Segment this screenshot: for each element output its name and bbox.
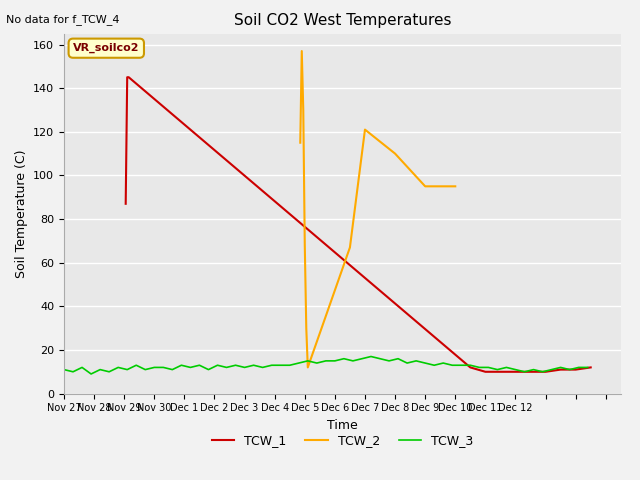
Legend: TCW_1, TCW_2, TCW_3: TCW_1, TCW_2, TCW_3	[207, 429, 478, 452]
TCW_2	[298, 48, 306, 54]
TCW_1	[195, 133, 202, 139]
TCW_2	[303, 325, 310, 331]
TCW_1	[334, 252, 342, 258]
TCW_3	[205, 367, 212, 372]
TCW_3	[584, 364, 591, 370]
TCW_3	[87, 371, 95, 377]
TCW_1	[481, 369, 489, 375]
TCW_1	[497, 369, 504, 375]
TCW_3	[340, 356, 348, 361]
TCW_3	[458, 362, 465, 368]
TCW_3	[124, 367, 131, 372]
TCW_1	[124, 74, 131, 80]
TCW_2	[361, 127, 369, 132]
TCW_2	[304, 364, 312, 370]
TCW_1	[362, 276, 369, 281]
TCW_2	[451, 183, 459, 189]
Line: TCW_1: TCW_1	[125, 77, 591, 372]
Title: Soil CO2 West Temperatures: Soil CO2 West Temperatures	[234, 13, 451, 28]
Line: TCW_3: TCW_3	[64, 357, 588, 374]
TCW_2	[296, 140, 304, 145]
Text: VR_soilco2: VR_soilco2	[73, 43, 140, 53]
TCW_2	[346, 244, 354, 250]
TCW_1	[257, 187, 265, 192]
TCW_3	[60, 367, 68, 372]
Y-axis label: Soil Temperature (C): Soil Temperature (C)	[15, 149, 28, 278]
Text: No data for f_TCW_4: No data for f_TCW_4	[6, 14, 120, 25]
TCW_3	[367, 354, 375, 360]
TCW_1	[122, 201, 129, 207]
TCW_2	[301, 242, 308, 248]
TCW_2	[421, 183, 429, 189]
TCW_2	[300, 107, 307, 113]
X-axis label: Time: Time	[327, 419, 358, 432]
Line: TCW_2: TCW_2	[300, 51, 455, 367]
TCW_1	[587, 364, 595, 370]
TCW_3	[78, 364, 86, 370]
TCW_1	[209, 145, 216, 151]
TCW_3	[150, 364, 158, 370]
TCW_2	[391, 151, 399, 156]
